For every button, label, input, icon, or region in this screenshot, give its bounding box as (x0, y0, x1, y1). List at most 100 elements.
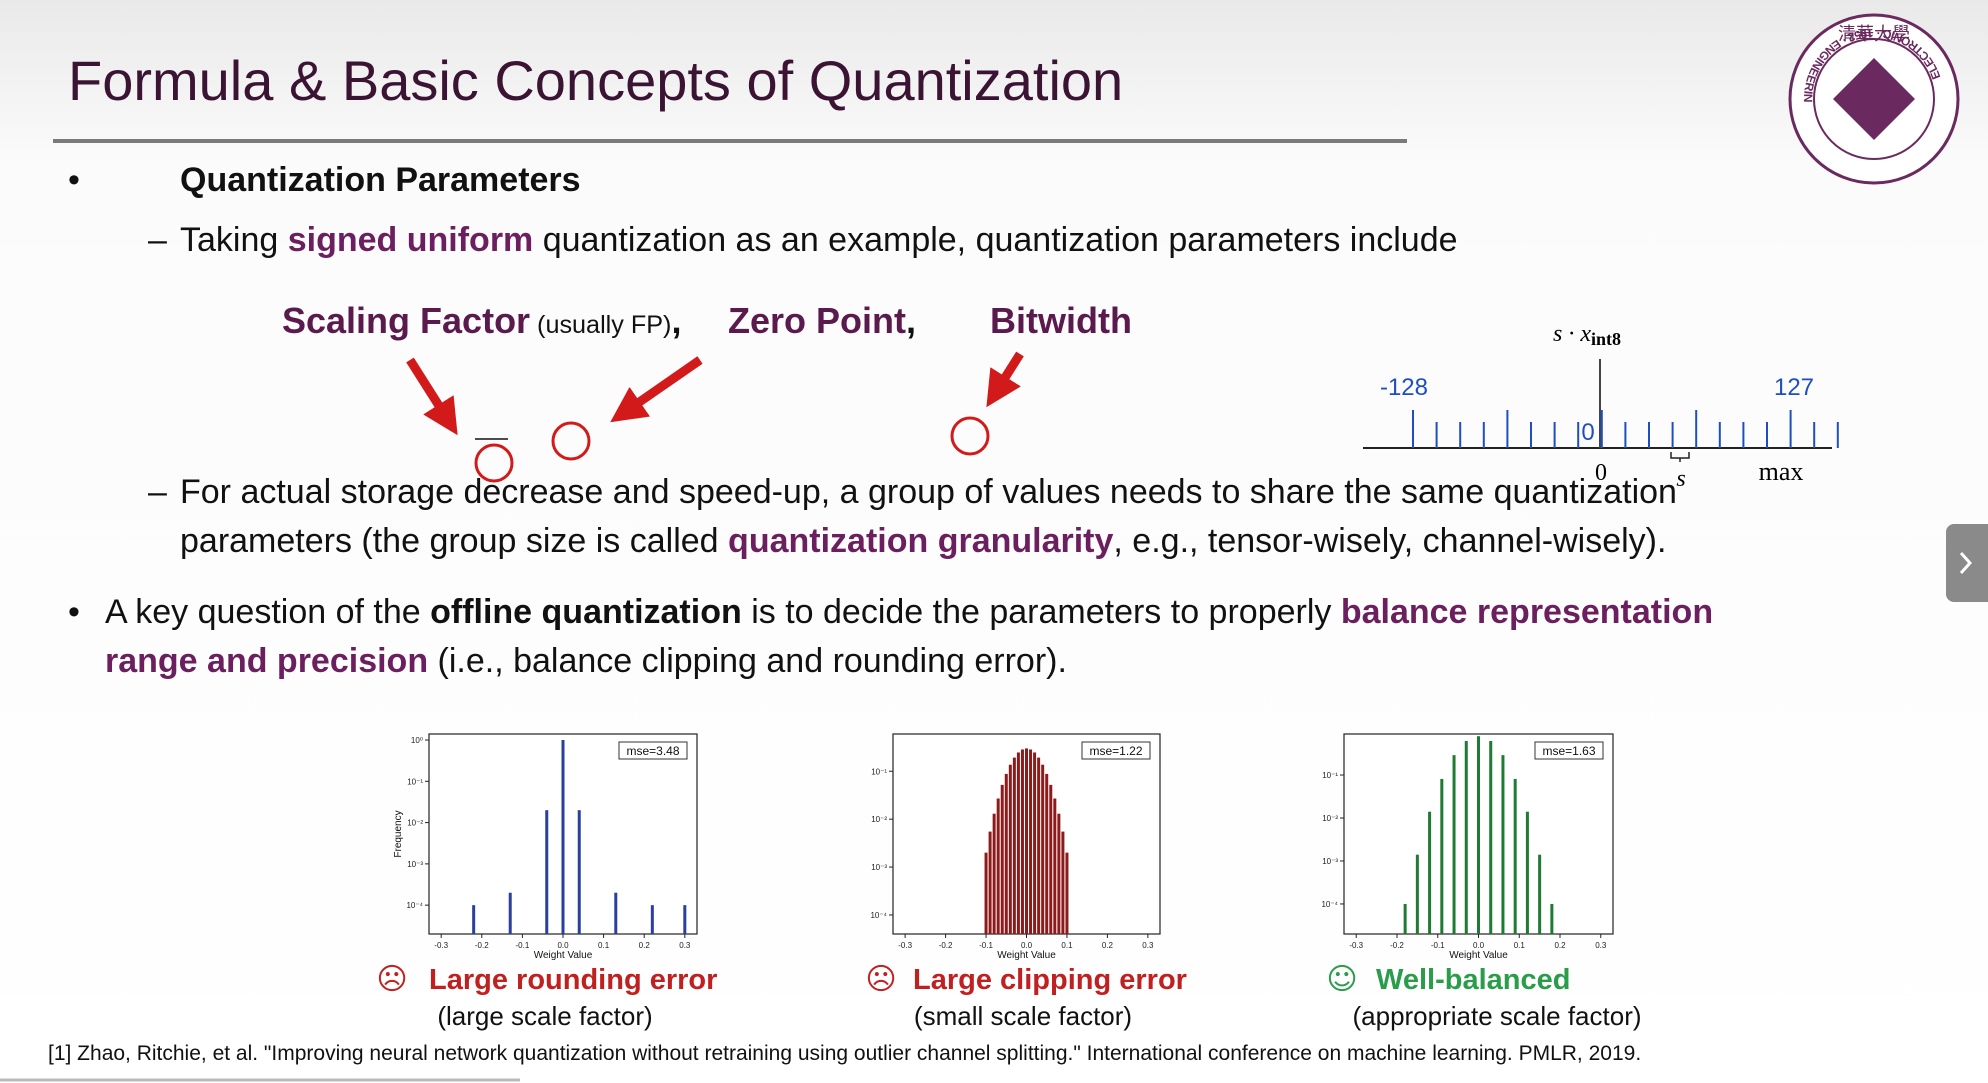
text-run: signed uniform (288, 221, 534, 259)
bar (472, 905, 476, 934)
mse-label: mse=3.48 (626, 744, 679, 758)
nl-max: 127 (1774, 374, 1814, 401)
bar (988, 831, 992, 934)
bar (577, 810, 581, 934)
histogram: -0.3 -0.2 -0.1 0.0 0.1 0.2 0.3 10⁰ 10⁻¹ 10⁻² 10⁻³ 1… (376, 733, 717, 1031)
text-run: parameters (the group size is called (180, 522, 728, 560)
bar (1464, 740, 1468, 934)
bar (650, 905, 654, 934)
x-axis-label: Weight Value (1449, 950, 1508, 961)
bar (1061, 831, 1065, 934)
bar (1037, 757, 1041, 934)
text-run: Zero Point (728, 300, 906, 341)
caption: Well-balanced (1376, 964, 1570, 996)
bullet-marker: – (148, 473, 167, 511)
x-tick-label: 0.1 (1061, 941, 1073, 950)
nl-zero-lower: 0 (1595, 460, 1607, 486)
x-tick-label: -0.2 (475, 941, 489, 950)
bar (1538, 854, 1542, 934)
text-run: (usually FP) (530, 311, 671, 339)
sub-caption: (large scale factor) (437, 1001, 652, 1031)
bar (1049, 784, 1053, 934)
y-tick-label: 10⁻⁴ (406, 901, 423, 910)
mse-box (1081, 741, 1151, 760)
text-run: quantization as an example, quantization… (533, 221, 1457, 259)
bar (1029, 749, 1033, 934)
bar (1016, 752, 1020, 934)
x-tick-label: -0.3 (1349, 941, 1363, 950)
bullet-line: For actual storage decrease and speed-up… (180, 473, 1677, 511)
text-run: quantization granularity (728, 522, 1113, 560)
y-tick-label: 10⁻³ (1322, 857, 1338, 866)
param-label: Zero Point, (728, 300, 916, 341)
bar (1440, 778, 1444, 934)
next-button[interactable] (1946, 524, 1988, 602)
text-run: (i.e., balance clipping and rounding err… (428, 642, 1067, 680)
x-tick-label: 0.2 (639, 941, 651, 950)
y-tick-label: 10⁻³ (407, 860, 423, 869)
bar (1045, 773, 1049, 934)
x-tick-label: -0.1 (1431, 941, 1445, 950)
text-run: range and precision (105, 642, 428, 680)
bar (1550, 903, 1554, 934)
bar (996, 798, 1000, 934)
logo-chars: 清華大學 (1838, 24, 1910, 45)
caption: Large clipping error (913, 964, 1187, 996)
player-next-tab[interactable] (1946, 524, 1988, 602)
text-run: , e.g., tensor-wisely, channel-wisely). (1113, 522, 1666, 560)
x-tick-label: 0.3 (1595, 941, 1607, 950)
bar (1525, 811, 1529, 934)
x-tick-label: 0.3 (679, 941, 691, 950)
text-run: Taking (180, 221, 288, 259)
nl-top-label: s · xint8 (1553, 321, 1621, 349)
x-axis-label: Weight Value (997, 950, 1056, 961)
bar (1452, 755, 1456, 934)
nl-max-word: max (1759, 457, 1804, 486)
bar (683, 905, 687, 934)
bar (561, 740, 565, 934)
arrows (406, 351, 1024, 436)
caption-icon: ☹ (376, 962, 407, 997)
bar (1057, 813, 1061, 934)
y-tick-label: 10⁻¹ (871, 767, 887, 776)
text-run: , (906, 300, 916, 341)
bar (1477, 736, 1480, 934)
text-run: Quantization Parameters (180, 161, 581, 199)
y-tick-label: 10⁰ (411, 736, 423, 745)
bar (1020, 749, 1024, 934)
figures: -0.3 -0.2 -0.1 0.0 0.1 0.2 0.3 10⁰ 10⁻¹ 10⁻² 10⁻³ 1… (376, 733, 1642, 1031)
sub-caption: (appropriate scale factor) (1352, 1001, 1641, 1031)
nl-s: s (1676, 466, 1685, 492)
highlight-circles (474, 416, 990, 483)
bar (508, 892, 512, 934)
y-tick-label: 10⁻² (1322, 814, 1338, 823)
text-run: For actual storage decrease and speed-up… (180, 473, 1677, 511)
x-tick-label: -0.3 (434, 941, 448, 950)
y-tick-label: 10⁻¹ (407, 777, 423, 786)
text-run: balance representation (1341, 593, 1713, 631)
x-tick-label: -0.1 (515, 941, 529, 950)
param-label: Bitwidth (990, 300, 1132, 341)
bar (1008, 764, 1012, 934)
x-tick-label: 0.3 (1142, 941, 1154, 950)
bar (1489, 740, 1493, 934)
y-tick-label: 10⁻⁴ (870, 911, 887, 920)
title: Formula & Basic Concepts of Quantization (68, 49, 1123, 112)
y-tick-label: 10⁻¹ (1322, 771, 1338, 780)
bullet-marker: – (148, 221, 167, 259)
bar (1000, 784, 1004, 934)
bar (1033, 752, 1037, 934)
bar (1501, 755, 1505, 934)
number-line: s · xint8 -128 127 0 0 s max (1363, 321, 1839, 492)
x-tick-label: -0.1 (979, 941, 993, 950)
bar (1041, 764, 1045, 934)
bar (1065, 852, 1069, 934)
bullet-line: parameters (the group size is called qua… (180, 522, 1666, 560)
bar (545, 810, 549, 934)
mse-box (618, 741, 688, 760)
text-run: is to decide the parameters to properly (742, 593, 1341, 631)
y-tick-label: 10⁻⁴ (1321, 900, 1338, 909)
param-label: Scaling Factor (usually FP), (282, 300, 681, 341)
histogram: -0.3 -0.2 -0.1 0.0 0.1 0.2 0.3 10⁻¹ 10⁻² 10⁻³ 10⁻⁴… (865, 733, 1187, 1031)
bullet-line: A key question of the offline quantizati… (105, 593, 1713, 631)
